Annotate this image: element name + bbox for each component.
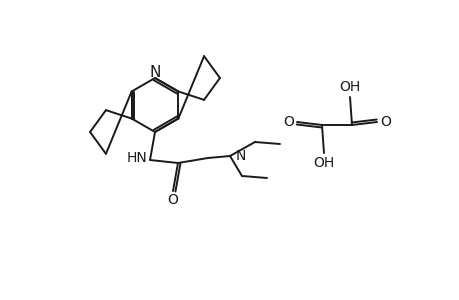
Text: O: O — [167, 193, 178, 207]
Text: OH: OH — [313, 156, 334, 170]
Text: N: N — [235, 149, 246, 163]
Text: N: N — [149, 64, 160, 80]
Text: HN: HN — [126, 151, 147, 165]
Text: O: O — [283, 115, 294, 129]
Text: O: O — [380, 115, 391, 129]
Text: OH: OH — [339, 80, 360, 94]
